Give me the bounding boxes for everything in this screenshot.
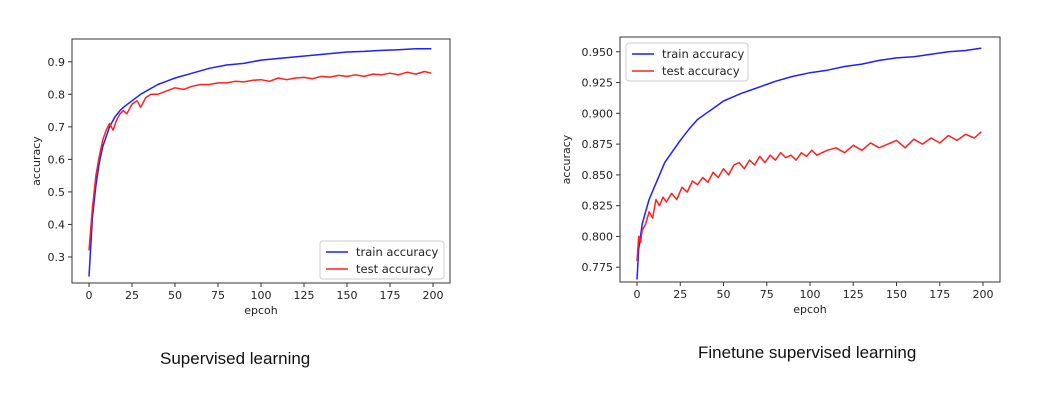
- x-axis-label: epcoh: [793, 303, 827, 316]
- caption-finetune-supervised-learning: Finetune supervised learning: [698, 343, 917, 362]
- series-line-test-accuracy: [88, 70, 432, 251]
- x-tick-label: 50: [717, 288, 731, 301]
- y-tick-label: 0.875: [582, 138, 614, 151]
- x-tick-label: 25: [125, 289, 139, 302]
- x-tick-label: 200: [973, 288, 994, 301]
- chart-finetune-supervised-learning: 0 25 50 75 100 125 150 175 200 0.775 0.800 0.825 0.8…: [560, 36, 1001, 316]
- y-axis-label: accuracy: [560, 134, 573, 184]
- y-tick-label: 0.850: [582, 169, 614, 182]
- series-line-train-accuracy: [636, 47, 982, 280]
- y-tick-label: 0.8: [48, 88, 66, 101]
- legend: train accuracy test accuracy: [625, 42, 749, 82]
- y-tick-label: 0.925: [582, 77, 614, 90]
- legend-box: [625, 42, 749, 82]
- x-tick-label: 75: [211, 289, 225, 302]
- legend-label: train accuracy: [356, 245, 439, 259]
- x-tick-label: 100: [251, 289, 272, 302]
- x-tick-label: 75: [760, 288, 774, 301]
- y-tick-label: 0.800: [582, 230, 614, 243]
- x-tick-label: 175: [929, 288, 950, 301]
- x-tick-label: 125: [843, 288, 864, 301]
- x-tick-label: 150: [886, 288, 907, 301]
- chart-supervised-learning: 0 25 50 75 100 125 150 175 200 0.3 0.4 0.5 0.6 0.7 0.8…: [30, 38, 451, 317]
- series-line-test-accuracy: [636, 131, 982, 262]
- y-axis-label: accuracy: [30, 136, 43, 186]
- y-tick-label: 0.7: [48, 121, 66, 134]
- legend-label: test accuracy: [356, 262, 434, 276]
- legend-label: test accuracy: [662, 64, 740, 78]
- x-tick-label: 150: [337, 289, 358, 302]
- x-tick-label: 25: [673, 288, 687, 301]
- y-tick-label: 0.775: [582, 261, 614, 274]
- x-axis-label: epcoh: [244, 304, 278, 317]
- legend-box: [319, 240, 445, 280]
- series-line-train-accuracy: [88, 48, 432, 277]
- x-tick-label: 50: [168, 289, 182, 302]
- y-tick-label: 0.825: [582, 200, 614, 213]
- x-tick-label: 0: [634, 288, 641, 301]
- legend-label: train accuracy: [662, 47, 745, 61]
- x-tick-label: 175: [380, 289, 401, 302]
- caption-supervised-learning: Supervised learning: [160, 349, 311, 368]
- x-tick-label: 0: [86, 289, 93, 302]
- y-tick-label: 0.950: [582, 46, 614, 59]
- x-tick-label: 200: [423, 289, 444, 302]
- y-tick-label: 0.3: [48, 251, 66, 264]
- y-tick-label: 0.6: [48, 153, 66, 166]
- y-tick-label: 0.4: [48, 218, 66, 231]
- legend: train accuracy test accuracy: [319, 240, 445, 280]
- x-tick-label: 100: [800, 288, 821, 301]
- x-tick-label: 125: [294, 289, 315, 302]
- y-tick-label: 0.900: [582, 107, 614, 120]
- y-tick-label: 0.5: [48, 186, 66, 199]
- y-tick-label: 0.9: [48, 56, 66, 69]
